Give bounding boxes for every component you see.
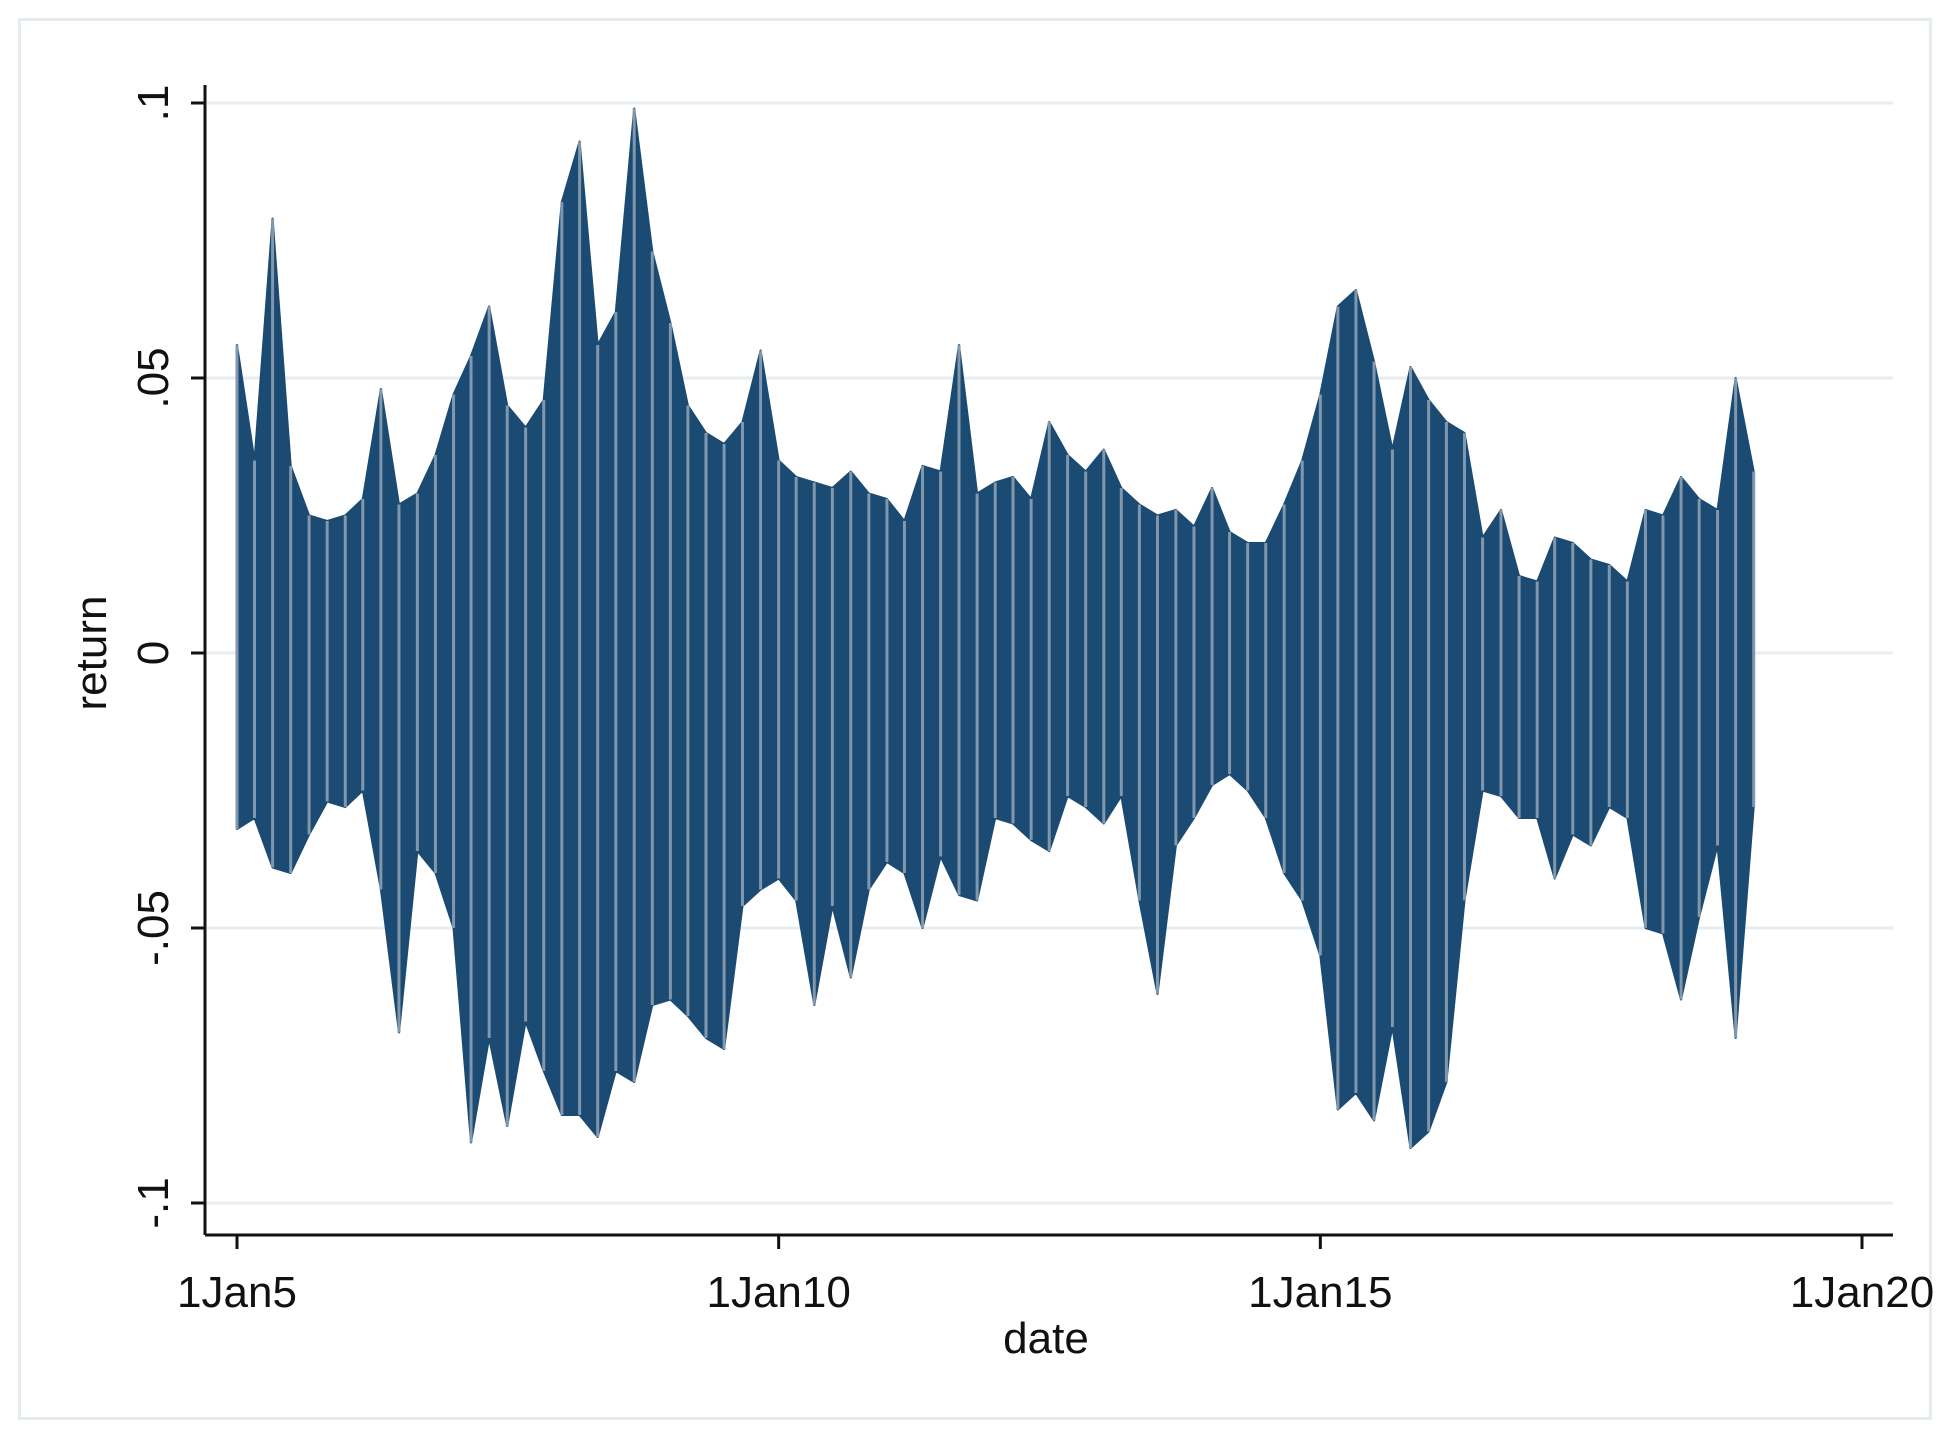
x-tick-label-0: 1Jan5 [177, 1268, 297, 1317]
y-tick-label-3: -.05 [129, 890, 178, 966]
y-tick-label-2: 0 [129, 641, 178, 665]
x-tick-label-1: 1Jan10 [706, 1268, 850, 1317]
x-tick-label-3: 1Jan20 [1790, 1268, 1934, 1317]
axes [191, 85, 1893, 1249]
series-return [235, 107, 1756, 1149]
y-tick-label-0: .1 [129, 85, 178, 122]
y-tick-label-1: .05 [129, 347, 178, 408]
series-0-points [235, 108, 1756, 1148]
y-axis-title: return [67, 596, 116, 711]
y-tick-label-4: -.1 [129, 1177, 178, 1228]
x-axis-title: date [1003, 1314, 1089, 1363]
x-tick-label-2: 1Jan15 [1248, 1268, 1392, 1317]
tick-labels: .1 .05 0 -.05 -.1 1Jan5 1Jan10 1Jan15 1Jan20 [129, 85, 1934, 1317]
